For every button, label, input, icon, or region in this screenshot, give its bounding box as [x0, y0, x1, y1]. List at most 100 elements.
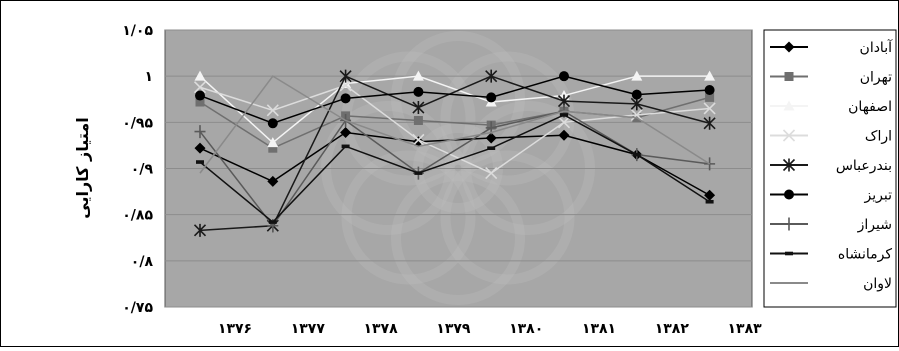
series-line	[199, 75, 710, 125]
data-point	[413, 115, 423, 125]
legend-marker	[785, 251, 793, 256]
data-point	[558, 129, 570, 141]
data-point	[705, 92, 715, 102]
y-tick-label: ۱/۰۵	[122, 23, 153, 39]
data-point	[339, 69, 352, 83]
data-point	[193, 223, 207, 237]
data-point	[560, 113, 568, 117]
legend-marker	[784, 72, 794, 81]
series-line	[199, 75, 711, 174]
data-point	[487, 146, 496, 150]
series-9	[199, 75, 711, 174]
y-tick-label: ۰/۸۵	[122, 208, 153, 224]
legend-item: اراک	[770, 129, 892, 145]
data-point	[703, 102, 716, 115]
legend-label: تهران	[860, 70, 892, 86]
data-point	[412, 70, 424, 81]
data-point	[341, 144, 350, 149]
data-point	[267, 175, 279, 187]
data-point	[194, 70, 206, 81]
watermark-emblem	[321, 31, 595, 305]
data-point	[704, 85, 715, 96]
data-point	[194, 125, 206, 139]
data-point	[485, 69, 498, 83]
legend-item: اصفهان	[770, 99, 892, 115]
y-tick-label: ۰/۹۵	[122, 115, 153, 131]
data-point	[196, 160, 204, 164]
legend-item: کرمانشاه	[770, 247, 892, 263]
legend-item: بندرعباس	[770, 158, 892, 174]
data-point	[195, 97, 205, 107]
watermark-petal	[440, 150, 575, 285]
legend-label: آبادان	[860, 39, 894, 56]
data-point	[266, 104, 279, 117]
data-point	[412, 101, 425, 115]
legend-marker	[783, 100, 795, 111]
data-point	[630, 108, 643, 122]
watermark-petal	[391, 171, 525, 305]
x-tick-label: ۱۳۸۰	[509, 321, 543, 337]
data-point	[704, 70, 716, 81]
y-axis-title: امتیاز کارایی	[73, 117, 92, 218]
data-point	[267, 118, 278, 129]
data-point	[705, 199, 714, 204]
legend-label: تبریز	[864, 188, 893, 204]
y-tick-label: ۰/۹	[131, 162, 154, 178]
legend-item: تهران	[770, 70, 892, 86]
legend-marker	[783, 217, 795, 231]
legend-item: تبریز	[770, 188, 892, 204]
data-point	[268, 220, 277, 224]
x-tick-label: ۱۳۸۲	[655, 321, 690, 337]
data-point	[267, 137, 279, 148]
data-point	[485, 132, 497, 144]
legend-label: لاوان	[863, 276, 892, 292]
legend-marker	[782, 158, 796, 172]
legend-label: اراک	[865, 129, 892, 145]
legend-marker	[782, 129, 796, 142]
data-point	[194, 142, 206, 154]
x-tick-label: ۱۳۷۷	[291, 321, 326, 337]
x-tick-label: ۱۳۸۳	[728, 321, 763, 337]
series-line	[199, 114, 711, 224]
data-point	[632, 152, 641, 157]
x-tick-label: ۱۳۷۸	[364, 321, 399, 337]
legend-label: اصفهان	[848, 99, 892, 115]
series-8	[196, 113, 714, 224]
data-point	[412, 136, 424, 148]
y-tick-label: ۰/۸	[131, 254, 154, 270]
data-point	[631, 70, 643, 81]
y-tick-label: ۱	[144, 69, 153, 85]
x-tick-label: ۱۳۷۹	[436, 321, 471, 337]
legend-label: شیراز	[857, 217, 892, 233]
data-point	[195, 90, 205, 101]
legend-item: لاوان	[770, 276, 892, 292]
series-5	[193, 69, 716, 237]
series-line	[199, 75, 710, 144]
legend-item: شیراز	[770, 217, 892, 233]
data-point	[631, 89, 642, 100]
series-6	[195, 71, 715, 129]
x-tick-label: ۱۳۷۶	[218, 321, 252, 337]
data-point	[703, 116, 716, 130]
legend-marker	[783, 41, 795, 53]
data-point	[414, 171, 423, 175]
data-point	[412, 133, 425, 146]
series-line	[199, 75, 710, 232]
legend-marker	[784, 189, 794, 200]
data-point	[340, 126, 352, 138]
data-point	[704, 189, 716, 201]
data-point	[339, 79, 352, 92]
data-point	[485, 167, 498, 180]
y-tick-label: ۰/۷۵	[122, 300, 153, 316]
data-point	[413, 86, 424, 97]
legend-label: بندرعباس	[836, 158, 892, 174]
legend-item: آبادان	[770, 39, 893, 56]
watermark-petal	[341, 150, 476, 285]
data-point	[268, 143, 278, 153]
legend-label: کرمانشاه	[838, 247, 892, 263]
data-point	[340, 93, 351, 104]
data-point	[486, 92, 497, 103]
data-point	[559, 71, 569, 82]
